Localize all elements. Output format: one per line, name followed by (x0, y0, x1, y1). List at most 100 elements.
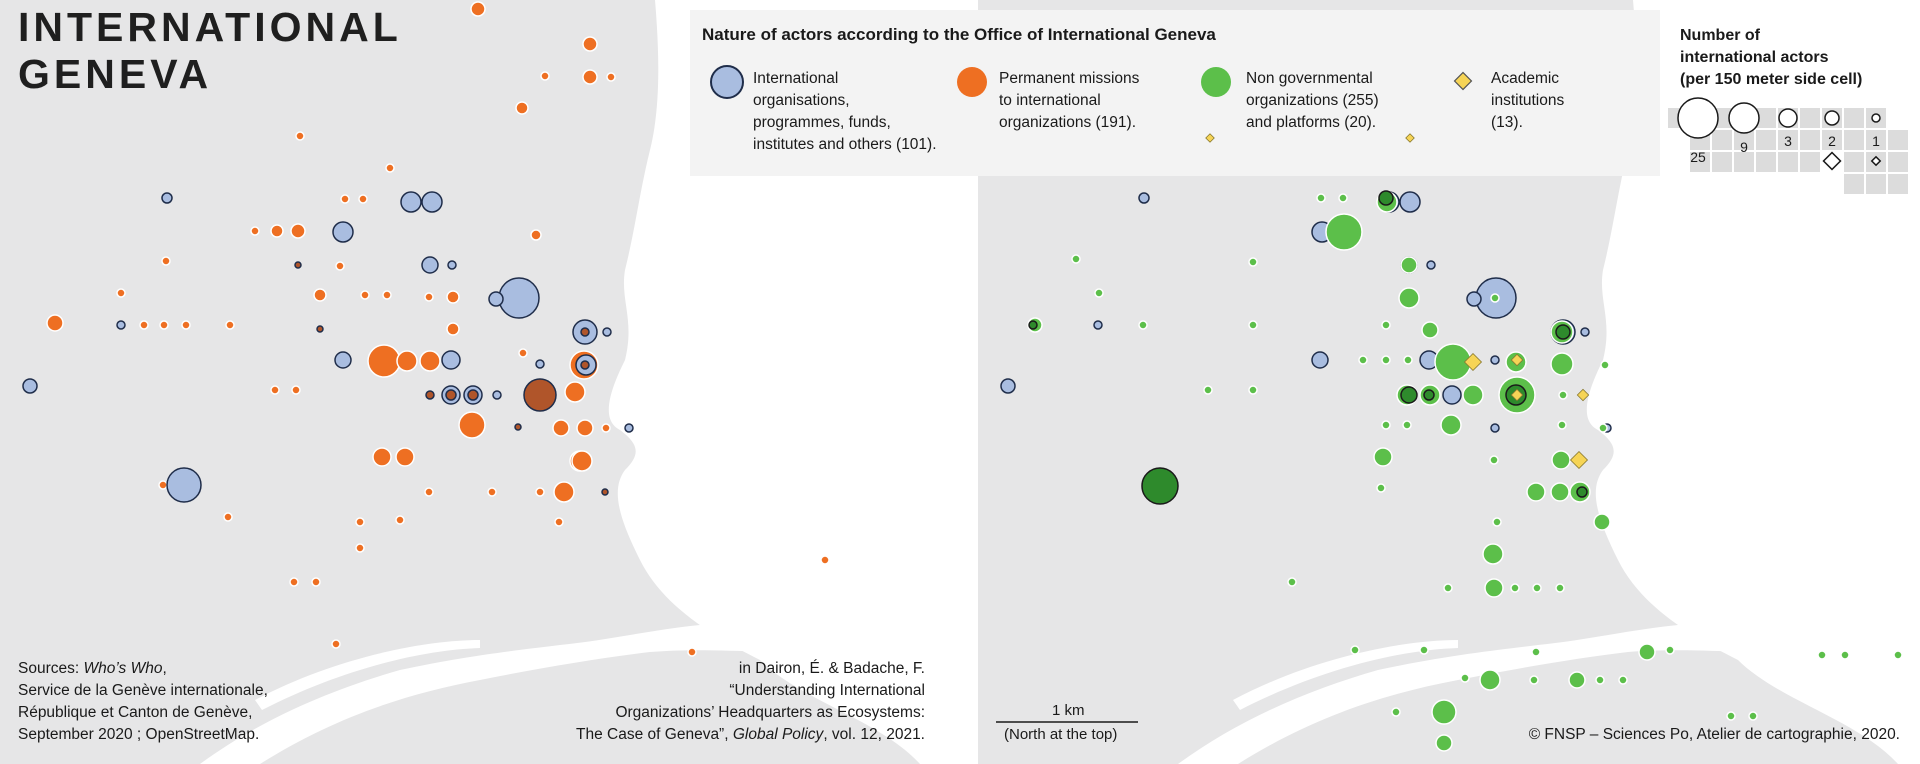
pm-dot (530, 229, 542, 241)
io-dot (1466, 291, 1482, 307)
ngo-dot (1490, 293, 1500, 303)
pm-dot (270, 385, 280, 395)
left-river (200, 610, 920, 764)
ngo-dot (1593, 513, 1611, 531)
ngo-dot (1403, 355, 1413, 365)
citation-line: in Dairon, É. & Badache, F. (738, 660, 925, 677)
io-dot (1138, 192, 1150, 204)
map-title-line-1: INTERNATIONAL (18, 4, 402, 50)
ngo-dot (1510, 583, 1520, 593)
io-dot (1399, 191, 1421, 213)
legend-academic-line: institutions (1491, 92, 1565, 109)
pm-io-dot (316, 325, 324, 333)
sources-prefix: Sources: (18, 660, 84, 677)
pm-io-dot (425, 390, 435, 400)
right-river-2 (1233, 640, 1458, 710)
ngo-dot (1325, 213, 1363, 251)
io-dot (492, 390, 502, 400)
ngo-dot (1893, 650, 1903, 660)
scale-label: 1 km (1052, 702, 1085, 719)
size-legend-labels: 25 9 3 2 1 (1690, 133, 1880, 165)
pm-dot (158, 480, 168, 490)
pm-dot (540, 71, 550, 81)
left-river-2 (255, 640, 480, 710)
ngo-dot (1381, 355, 1391, 365)
map-title-line-2: GENEVA (18, 51, 213, 97)
pm-io-dot (445, 389, 457, 401)
legend-academic-line: (13). (1491, 114, 1523, 131)
io-dot (332, 221, 354, 243)
io-dot (166, 467, 202, 503)
ngo-dot (1618, 675, 1628, 685)
left-lake (608, 0, 942, 764)
pm-dot (311, 577, 321, 587)
io-dot (488, 291, 504, 307)
legend-academic-symbol (1453, 71, 1473, 91)
ngo-dot (1376, 483, 1386, 493)
pm-dot (313, 288, 327, 302)
sources-note: Sources: Who’s Who, Service de la Genève… (18, 658, 338, 746)
pm-dot (372, 447, 392, 467)
legend-ngo-line: organizations (255) (1246, 92, 1379, 109)
io-dot (1426, 260, 1436, 270)
io-dot (1000, 378, 1016, 394)
ngo-io-dot (1423, 389, 1435, 401)
ngo-dot (1489, 455, 1499, 465)
ngo-dot (1529, 675, 1539, 685)
pm-dot (290, 223, 306, 239)
size-label-9: 9 (1740, 139, 1748, 155)
ngo-dot (1443, 583, 1453, 593)
pm-dot (554, 517, 564, 527)
citation-case: The Case of Geneva”, (576, 726, 733, 743)
io-dot (421, 191, 443, 213)
ngo-dot (1435, 734, 1453, 752)
ngo-dot (1248, 385, 1258, 395)
legend-io-line: organisations, (753, 92, 850, 109)
legend-ngo-line: and platforms (20). (1246, 114, 1377, 131)
ngo-dot (1419, 645, 1429, 655)
pm-dot (518, 348, 528, 358)
pm-dot (289, 577, 299, 587)
ngo-dot (1568, 671, 1586, 689)
pm-dot (367, 344, 401, 378)
io-dot (602, 327, 612, 337)
pm-dot (446, 290, 460, 304)
size-2-symbol (1824, 110, 1840, 126)
ngo-dot (1526, 482, 1546, 502)
io-dot (116, 320, 126, 330)
pm-dot (552, 419, 570, 437)
ngo-io-dot (1400, 386, 1418, 404)
legend-pm-symbol (957, 67, 987, 97)
copyright: © FNSP – Sciences Po, Atelier de cartogr… (1528, 726, 1900, 743)
ngo-dot (1381, 420, 1391, 430)
legend-ngo-label: Non governmental organizations (255) and… (1246, 68, 1411, 134)
pm-dot (515, 101, 529, 115)
pm-io-dot (294, 261, 302, 269)
academic-diamond (1510, 388, 1524, 402)
size-3-symbol (1778, 108, 1798, 128)
io-dot (447, 260, 457, 270)
pm-dot (564, 381, 586, 403)
pm-dot (820, 555, 830, 565)
pm-dot (46, 314, 64, 332)
size-heading-line: Number of (1680, 27, 1760, 44)
pm-dot (223, 512, 233, 522)
sources-whos-who: Who’s Who (83, 660, 163, 677)
pm-dot (601, 423, 611, 433)
io-dot (1442, 385, 1462, 405)
legend-panel (690, 10, 1840, 176)
ngo-dot (1482, 543, 1504, 565)
io-dot (22, 378, 38, 394)
pm-dot (335, 261, 345, 271)
legend-io-line: programmes, funds, (753, 114, 891, 131)
io-dot (535, 359, 545, 369)
ngo-dot (1203, 385, 1213, 395)
pm-dot (250, 226, 260, 236)
pm-dot (355, 543, 365, 553)
ngo-dot (1462, 384, 1484, 406)
legend-io-symbol (710, 65, 744, 99)
pm-dot (159, 320, 169, 330)
citation-volume: , vol. 12, 2021. (823, 726, 925, 743)
citation-journal: Global Policy (732, 726, 824, 743)
ngo-dot (1402, 420, 1412, 430)
